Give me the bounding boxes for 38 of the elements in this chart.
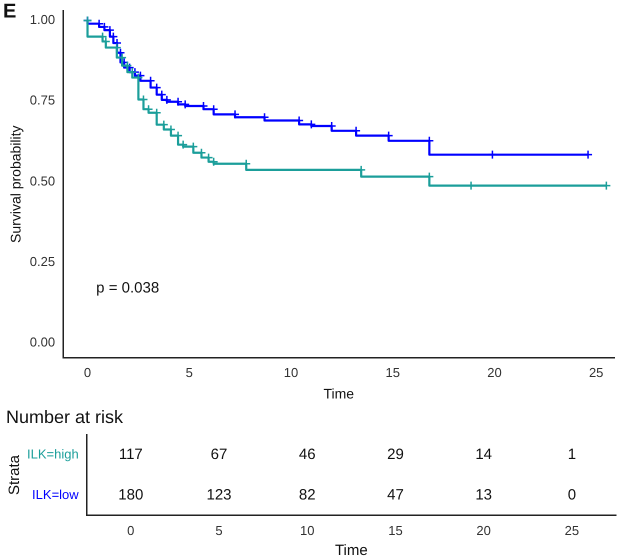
y-tick-label: ILK=low bbox=[32, 486, 80, 502]
data-label: 29 bbox=[387, 446, 404, 463]
x-tick-label: 15 bbox=[385, 364, 400, 380]
chart-title: Number at risk bbox=[6, 406, 124, 427]
x-tick-label: 5 bbox=[215, 522, 223, 538]
y-tick-label: 0.00 bbox=[30, 334, 56, 350]
data-label: 180 bbox=[118, 486, 144, 504]
x-tick-label: 15 bbox=[388, 522, 403, 538]
x-tick-label: 0 bbox=[84, 364, 92, 380]
x-tick-label: 20 bbox=[487, 364, 502, 380]
y-tick-label: 0.75 bbox=[30, 92, 56, 108]
y-tick-label: ILK=high bbox=[26, 446, 79, 462]
data-label: 82 bbox=[298, 486, 316, 504]
data-label: 47 bbox=[387, 486, 404, 504]
y-tick-label: 1.00 bbox=[30, 12, 56, 28]
x-tick-label: 20 bbox=[476, 522, 491, 538]
x-axis-title: Time bbox=[334, 542, 368, 560]
data-label: 13 bbox=[475, 486, 492, 504]
x-tick-label: 25 bbox=[588, 364, 604, 380]
x-tick-label: 10 bbox=[284, 364, 298, 380]
data-label: 123 bbox=[206, 486, 232, 504]
x-tick-label: 0 bbox=[127, 522, 134, 538]
data-label: 0 bbox=[568, 486, 576, 504]
data-label: 14 bbox=[475, 446, 492, 463]
y-tick-label: 0.25 bbox=[30, 254, 56, 270]
data-label: 117 bbox=[118, 446, 143, 463]
x-axis-title: Time bbox=[324, 385, 354, 402]
y-axis-title: Strata bbox=[6, 454, 24, 496]
data-label: 46 bbox=[298, 446, 316, 463]
x-tick-label: 5 bbox=[186, 364, 193, 380]
data-label: 67 bbox=[210, 446, 228, 463]
x-tick-label: 10 bbox=[300, 522, 314, 538]
data-label: 1 bbox=[568, 446, 576, 463]
y-axis-title: Survival probability bbox=[7, 125, 24, 243]
text: E bbox=[3, 0, 16, 23]
y-tick-label: 0.50 bbox=[30, 173, 56, 188]
x-tick-label: 25 bbox=[564, 522, 580, 538]
annotation: p = 0.038 bbox=[96, 279, 160, 296]
